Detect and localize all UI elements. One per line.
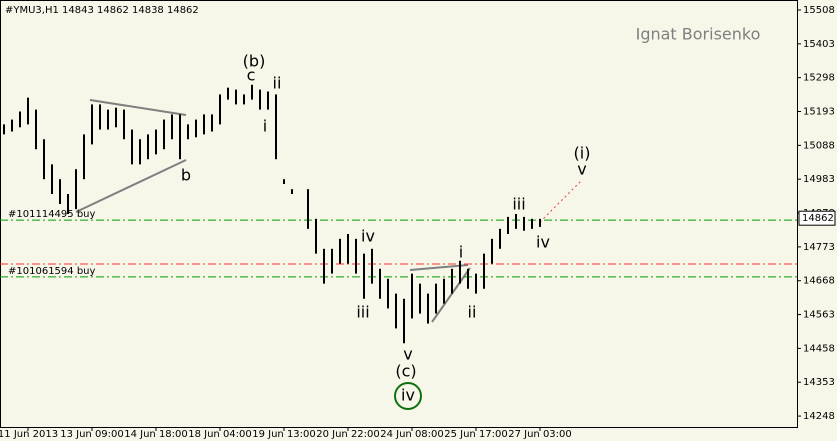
x-tick-label: 19 Jun 13:00: [252, 429, 316, 440]
wave-label: i: [263, 117, 267, 136]
wave-label: ii: [273, 74, 282, 93]
wave-label: i: [459, 243, 463, 262]
x-tick-label: 25 Jun 17:00: [444, 429, 508, 440]
trend-line: [431, 267, 471, 323]
wave-label: c: [247, 66, 256, 85]
y-tick-label: 15403: [803, 39, 835, 50]
x-tick-label: 18 Jun 04:00: [188, 429, 252, 440]
x-tick-label: 11 Jun 2013: [0, 429, 58, 440]
order-label: #101114495 buy: [8, 209, 96, 220]
trend-line: [409, 264, 469, 271]
y-tick-label: 14668: [803, 276, 835, 287]
trend-lines: [75, 99, 471, 323]
wave-label: v: [403, 345, 412, 364]
wave-label: iv: [401, 386, 415, 405]
trend-line: [75, 159, 187, 213]
y-tick-label: 15508: [803, 5, 835, 16]
price-box-label: 14862: [802, 213, 834, 224]
wave-label: iv: [361, 227, 375, 246]
wave-label: (i): [574, 144, 591, 163]
plot-frame: [0, 0, 798, 428]
wave-label: iii: [356, 303, 369, 322]
y-tick-label: 14458: [803, 343, 835, 354]
author: Ignat Borisenko: [636, 25, 761, 44]
wave-label: ii: [468, 303, 477, 322]
x-tick-label: 20 Jun 22:00: [316, 429, 380, 440]
y-tick-label: 14563: [803, 310, 835, 321]
y-tick-label: 15193: [803, 107, 835, 118]
x-tick-label: 27 Jun 03:00: [508, 429, 572, 440]
order-label: #101061594 buy: [8, 266, 96, 277]
quote: 14843 14862 14838 14862: [62, 5, 199, 16]
y-tick-label: 15298: [803, 73, 835, 84]
wave-label: iii: [512, 195, 525, 214]
y-tick-label: 14248: [803, 411, 835, 422]
wave-label: v: [577, 160, 586, 179]
y-tick-label: 14773: [803, 242, 835, 253]
y-tick-label: 14983: [803, 174, 835, 185]
y-tick-label: 15088: [803, 140, 835, 151]
wave-label: (b): [243, 52, 266, 71]
x-tick-label: 24 Jun 08:00: [380, 429, 444, 440]
y-tick-label: 14353: [803, 377, 835, 388]
wave-label: iv: [536, 233, 550, 252]
trend-line: [89, 99, 187, 116]
wave-label: (c): [395, 362, 416, 381]
wave-label: b: [181, 166, 191, 185]
x-tick-label: 14 Jun 18:00: [124, 429, 188, 440]
x-tick-label: 13 Jun 09:00: [60, 429, 124, 440]
symbol-title: #YMU3,H1: [5, 5, 59, 16]
wave-circle: [394, 382, 422, 410]
price-box: [798, 210, 836, 226]
